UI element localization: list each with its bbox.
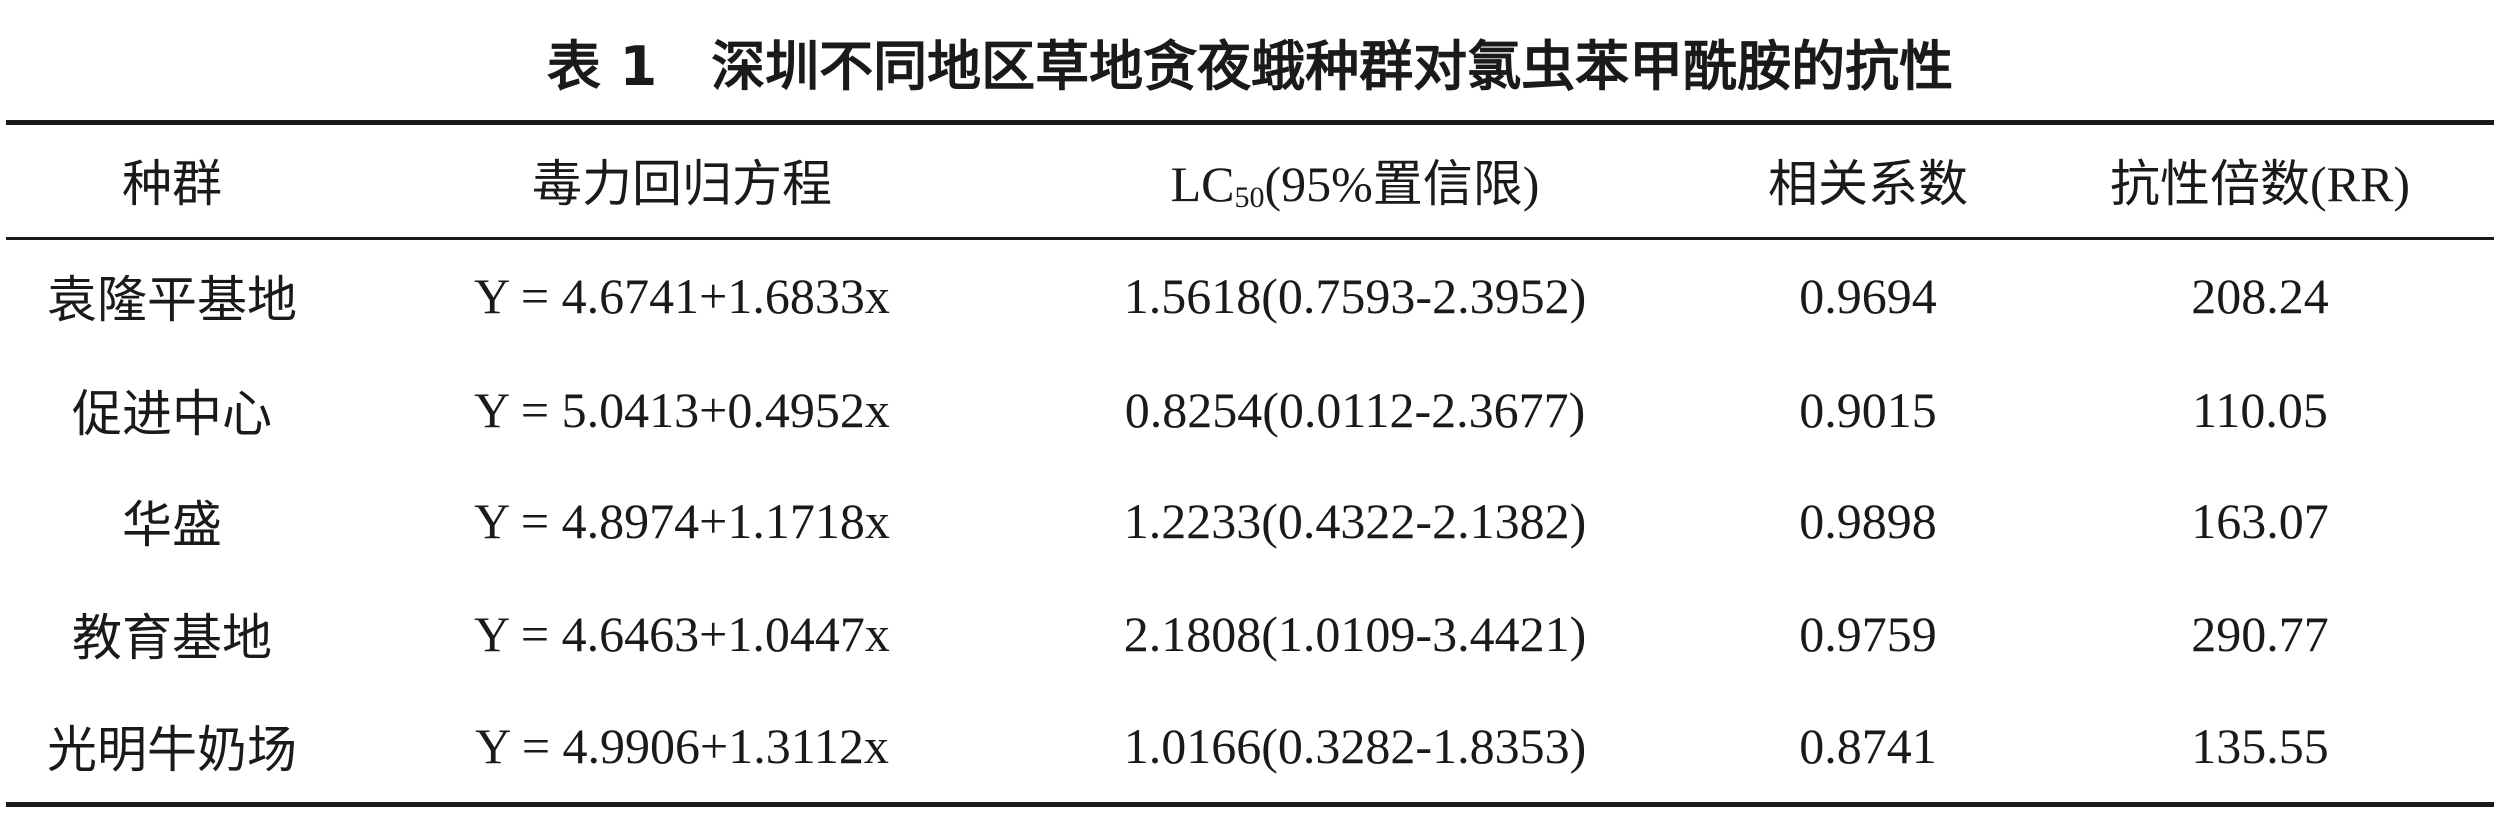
- table-cell: 光明牛奶场: [47, 722, 297, 778]
- title-label: 表 1: [546, 35, 658, 98]
- header-text: (95%置信限): [1264, 156, 1540, 212]
- table-cell: 135.55: [2191, 718, 2329, 774]
- table-cell: 促进中心: [72, 386, 272, 442]
- header-cell: 种群: [122, 156, 222, 212]
- table-cell: 2.1808(1.0109-3.4421): [1123, 606, 1587, 662]
- table-cell: 0.9898: [1799, 493, 1937, 549]
- header-cell: 抗性倍数(RR): [2110, 156, 2410, 212]
- header-text: LC: [1170, 156, 1235, 212]
- title-text: 深圳不同地区草地贪夜蛾种群对氯虫苯甲酰胺的抗性: [711, 35, 1954, 98]
- table-cell: 110.05: [2192, 382, 2328, 438]
- table-cell: 教育基地: [72, 610, 272, 666]
- header-cell: 毒力回归方程: [532, 156, 832, 212]
- table-title: 表 1 深圳不同地区草地贪夜蛾种群对氯虫苯甲酰胺的抗性: [0, 22, 2500, 101]
- table-cell: Y = 4.6463+1.0447x: [474, 606, 890, 662]
- table-cell: 208.24: [2191, 268, 2329, 324]
- table-cell: Y = 4.6741+1.6833x: [474, 268, 890, 324]
- table-cell: 1.2233(0.4322-2.1382): [1123, 493, 1587, 549]
- header-rule: [6, 237, 2494, 240]
- table-cell: Y = 4.8974+1.1718x: [474, 493, 890, 549]
- table-cell: 华盛: [122, 497, 222, 553]
- bottom-rule: [6, 802, 2494, 807]
- table-cell: 163.07: [2191, 493, 2329, 549]
- table-cell: 290.77: [2191, 606, 2329, 662]
- header-cell: 相关系数: [1768, 156, 1968, 212]
- table-cell: 0.8254(0.0112-2.3677): [1124, 382, 1586, 438]
- table-cell: 袁隆平基地: [47, 272, 297, 328]
- table-cell: 0.9759: [1799, 606, 1937, 662]
- table-cell: 0.9015: [1799, 382, 1937, 438]
- header-subscript: 50: [1234, 181, 1265, 214]
- table-cell: 0.8741: [1799, 718, 1937, 774]
- header-cell: LC50(95%置信限): [1171, 144, 1540, 216]
- table-cell: 1.0166(0.3282-1.8353): [1123, 718, 1587, 774]
- table-cell: 1.5618(0.7593-2.3952): [1123, 268, 1587, 324]
- top-rule: [6, 120, 2494, 125]
- table-cell: Y = 4.9906+1.3112x: [475, 718, 889, 774]
- table-cell: 0.9694: [1799, 268, 1937, 324]
- table-cell: Y = 5.0413+0.4952x: [474, 382, 890, 438]
